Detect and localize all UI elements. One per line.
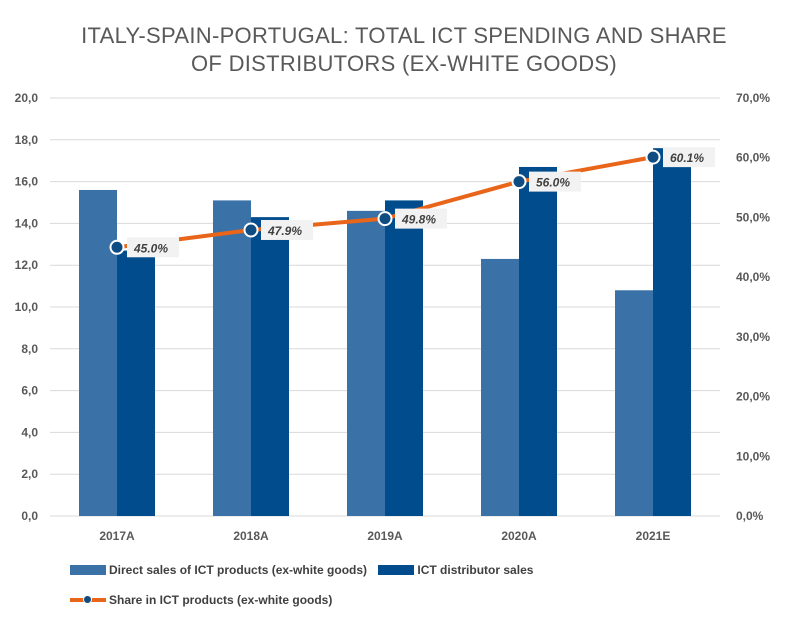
- legend-row-2: Share in ICT products (ex-white goods): [70, 593, 340, 608]
- y-right-tick-label: 50,0%: [736, 210, 770, 224]
- bar-direct-sales: [213, 200, 251, 516]
- y-left-tick-label: 14,0: [15, 216, 39, 230]
- share-data-label: 60.1%: [670, 151, 704, 165]
- legend-item-direct-sales: Direct sales of ICT products (ex-white g…: [70, 563, 367, 577]
- bar-distributor-sales: [117, 250, 155, 516]
- x-category-label: 2017A: [99, 529, 135, 543]
- share-point: [243, 222, 259, 238]
- y-left-tick-label: 2,0: [21, 467, 38, 481]
- y-right-tick-label: 30,0%: [736, 330, 770, 344]
- legend-swatch-share: [70, 595, 106, 605]
- share-data-label: 56.0%: [536, 176, 570, 190]
- share-point: [109, 239, 125, 255]
- bar-distributor-sales: [519, 166, 557, 516]
- share-point: [511, 174, 527, 190]
- legend-item-distributor-sales: ICT distributor sales: [378, 563, 533, 577]
- bar-distributor-sales: [251, 217, 289, 516]
- chart-title: ITALY-SPAIN-PORTUGAL: TOTAL ICT SPENDING…: [0, 22, 808, 78]
- y-right-tick-label: 70,0%: [736, 91, 770, 105]
- y-right-tick-label: 60,0%: [736, 151, 770, 165]
- bar-distributor-sales: [385, 200, 423, 516]
- y-left-tick-label: 10,0: [15, 300, 39, 314]
- chart-title-line-2: OF DISTRIBUTORS (EX-WHITE GOODS): [191, 51, 617, 76]
- legend-swatch-direct-sales: [70, 565, 106, 575]
- x-category-label: 2021E: [636, 529, 671, 543]
- legend-label-share: Share in ICT products (ex-white goods): [109, 593, 333, 607]
- bar-distributor-sales: [653, 148, 691, 516]
- y-left-tick-label: 0,0: [21, 509, 38, 523]
- legend-swatch-distributor-sales: [378, 565, 415, 575]
- share-label-box: [127, 237, 179, 258]
- share-data-label: 47.9%: [267, 224, 302, 238]
- share-label-box: [395, 208, 447, 229]
- legend-label-direct-sales: Direct sales of ICT products (ex-white g…: [109, 563, 368, 577]
- share-point: [645, 149, 661, 165]
- x-category-label: 2018A: [233, 529, 269, 543]
- share-label-box: [529, 171, 581, 192]
- y-right-tick-label: 20,0%: [736, 390, 770, 404]
- y-left-tick-label: 20,0: [15, 91, 39, 105]
- bar-direct-sales: [615, 290, 653, 516]
- y-left-tick-label: 18,0: [15, 133, 39, 147]
- y-right-tick-label: 40,0%: [736, 270, 770, 284]
- legend-row-1: Direct sales of ICT products (ex-white g…: [70, 563, 541, 578]
- y-right-tick-label: 0,0%: [736, 509, 764, 523]
- y-left-tick-label: 16,0: [15, 175, 39, 189]
- bar-direct-sales: [79, 189, 117, 516]
- x-category-label: 2020A: [501, 529, 537, 543]
- chart-title-line-1: ITALY-SPAIN-PORTUGAL: TOTAL ICT SPENDING…: [81, 23, 727, 48]
- share-label-box: [261, 219, 313, 240]
- legend-item-share: Share in ICT products (ex-white goods): [70, 593, 332, 607]
- share-data-label: 49.8%: [401, 213, 436, 227]
- share-label-box: [663, 147, 715, 168]
- y-right-tick-label: 10,0%: [736, 449, 770, 463]
- y-left-tick-label: 4,0: [21, 425, 38, 439]
- share-data-label: 45.0%: [133, 241, 168, 255]
- y-left-tick-label: 6,0: [21, 384, 38, 398]
- bar-direct-sales: [347, 210, 385, 517]
- bar-direct-sales: [481, 258, 519, 516]
- x-category-label: 2019A: [367, 529, 403, 543]
- y-left-tick-label: 8,0: [21, 342, 38, 356]
- legend-label-distributor-sales: ICT distributor sales: [417, 563, 534, 577]
- share-point: [377, 211, 393, 227]
- y-left-tick-label: 12,0: [15, 258, 39, 272]
